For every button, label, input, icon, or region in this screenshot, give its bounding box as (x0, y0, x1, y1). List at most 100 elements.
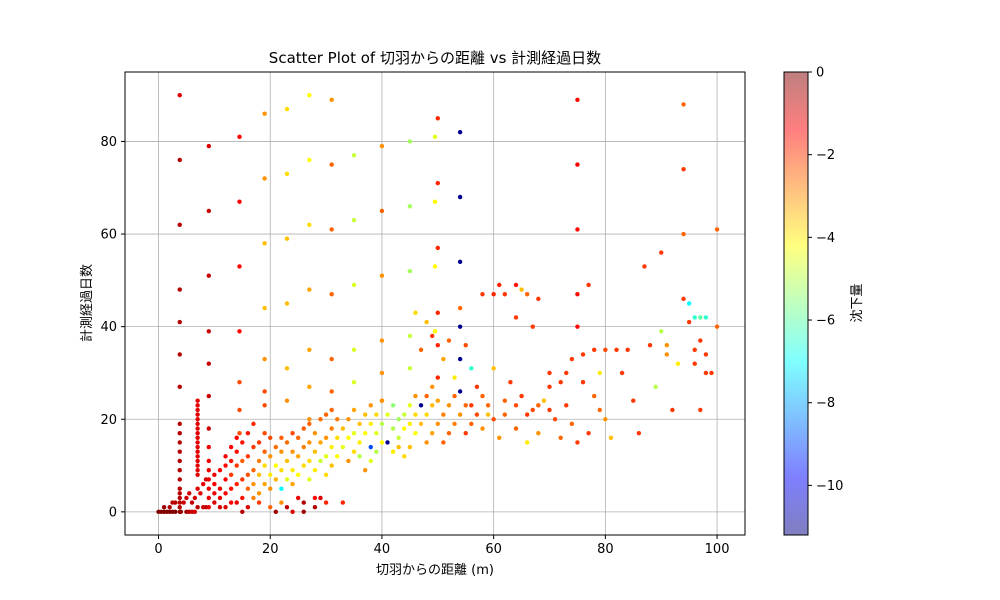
data-point (195, 454, 200, 459)
data-point (318, 417, 323, 422)
data-point (206, 273, 211, 278)
data-point (295, 472, 301, 478)
data-point (240, 440, 245, 445)
data-point (513, 426, 519, 431)
data-point (240, 477, 245, 482)
data-point (223, 505, 228, 510)
data-point (329, 292, 334, 297)
data-point (307, 458, 312, 464)
data-point (653, 384, 658, 390)
data-point (245, 454, 251, 459)
data-point (351, 449, 357, 454)
data-point (379, 370, 385, 376)
data-point (206, 393, 211, 399)
data-point (664, 342, 670, 348)
data-point (703, 315, 709, 320)
data-point (195, 412, 200, 417)
data-point (335, 435, 340, 440)
data-point (591, 393, 597, 399)
data-point (418, 403, 424, 408)
data-point (195, 505, 200, 510)
data-point (329, 463, 334, 468)
data-point (251, 444, 256, 450)
data-point (686, 301, 692, 306)
data-point (195, 458, 200, 464)
data-point (268, 435, 273, 440)
data-point (245, 505, 251, 510)
data-point (198, 491, 203, 496)
data-point (385, 412, 390, 417)
data-point (430, 333, 435, 339)
data-point (396, 417, 401, 422)
data-point (161, 505, 167, 510)
data-point (279, 467, 284, 473)
data-point (714, 227, 720, 232)
data-point (547, 384, 552, 390)
data-point (659, 329, 664, 334)
data-point (351, 282, 357, 288)
data-point (206, 495, 211, 501)
data-point (262, 305, 267, 311)
data-point (312, 495, 318, 501)
data-point (290, 467, 295, 473)
data-point (307, 347, 312, 352)
data-point (435, 180, 440, 186)
data-point (402, 412, 407, 417)
data-point (441, 356, 446, 362)
data-point (290, 481, 295, 487)
data-point (502, 412, 508, 417)
data-point (558, 380, 563, 385)
data-point (318, 440, 323, 445)
data-point (195, 435, 200, 440)
data-point (234, 463, 239, 468)
data-point (452, 375, 457, 380)
data-point (237, 134, 242, 140)
data-point (301, 509, 306, 515)
data-point (284, 440, 290, 445)
data-point (195, 444, 200, 450)
data-point (335, 454, 340, 459)
data-point (223, 454, 228, 459)
data-point (432, 134, 438, 140)
data-point (536, 430, 541, 436)
data-point (245, 486, 251, 491)
data-point (692, 361, 697, 366)
data-point (312, 449, 318, 454)
colorbar-tick-label: −4 (816, 231, 835, 246)
data-point (368, 458, 373, 464)
data-point (446, 338, 452, 343)
data-point (575, 227, 580, 232)
data-point (195, 430, 200, 436)
data-point (586, 282, 591, 288)
data-point (374, 412, 379, 417)
data-point (284, 171, 290, 177)
data-point (379, 398, 385, 403)
data-point (524, 412, 530, 417)
data-point (284, 366, 290, 371)
data-point (368, 403, 373, 408)
data-point (424, 319, 429, 325)
data-point (195, 426, 200, 431)
y-tick-label: 0 (109, 505, 117, 520)
x-tick-label: 80 (597, 542, 614, 557)
data-point (251, 467, 256, 473)
data-point (323, 500, 329, 505)
data-point (177, 467, 182, 473)
data-point (714, 324, 720, 329)
data-point (547, 407, 552, 413)
data-point (452, 421, 457, 427)
data-point (407, 366, 413, 371)
data-point (597, 407, 602, 413)
data-point (340, 500, 346, 505)
data-point (457, 129, 463, 135)
data-point (279, 449, 284, 454)
data-point (192, 495, 198, 501)
data-point (177, 486, 182, 491)
data-point (217, 495, 223, 501)
data-point (396, 444, 401, 450)
y-axis-ticks: 0 20 40 60 80 (100, 135, 125, 520)
data-point (295, 495, 301, 501)
data-point (284, 458, 290, 464)
data-point (530, 324, 535, 329)
